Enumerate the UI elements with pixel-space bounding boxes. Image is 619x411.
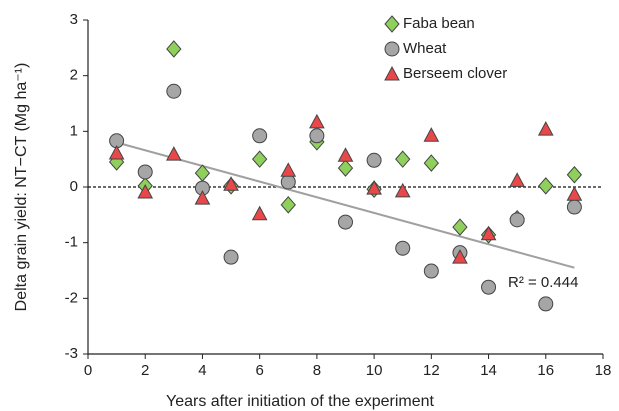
marker (394, 182, 411, 198)
legend-marker (384, 41, 400, 57)
legend-marker (384, 65, 400, 81)
marker (309, 128, 325, 144)
marker (338, 214, 353, 230)
marker (481, 279, 497, 295)
marker (509, 172, 526, 187)
marker (251, 205, 268, 221)
marker (452, 218, 468, 236)
legend-label: Wheat (403, 40, 447, 57)
x-tick-label: 0 (84, 362, 92, 379)
x-tick-label: 8 (313, 362, 321, 379)
marker (280, 162, 297, 177)
marker (538, 177, 554, 195)
marker (165, 146, 182, 161)
marker (337, 159, 354, 177)
marker (108, 144, 125, 160)
y-tick-label: 2 (70, 67, 78, 84)
annotation: R² = 0.444 (508, 274, 578, 291)
legend-label: Berseem clover (403, 65, 507, 82)
marker (252, 128, 268, 144)
marker (395, 150, 411, 168)
marker (366, 180, 382, 195)
marker (166, 40, 182, 58)
y-tick-label: 1 (70, 122, 78, 139)
trendline (116, 141, 575, 269)
marker (452, 249, 468, 264)
x-tick-label: 2 (141, 362, 149, 379)
y-tick-label: 0 (70, 178, 78, 195)
marker (537, 121, 554, 136)
x-tick-label: 16 (537, 362, 554, 379)
marker (280, 174, 296, 190)
marker (223, 249, 239, 265)
marker (337, 147, 354, 162)
x-tick-label: 4 (198, 362, 206, 379)
x-tick-label: 18 (595, 362, 612, 379)
marker (480, 225, 497, 241)
marker (423, 127, 440, 142)
marker (423, 154, 439, 172)
marker (566, 186, 583, 201)
y-axis-label: Delta grain yield: NT−CT (Mg ha⁻¹) (13, 63, 30, 312)
y-tick-label: -3 (65, 345, 78, 362)
legend-marker (384, 15, 400, 33)
y-tick-label: -2 (65, 289, 78, 306)
x-tick-label: 10 (366, 362, 383, 379)
marker (366, 152, 382, 168)
marker (252, 150, 268, 168)
marker (566, 199, 582, 215)
x-tick-label: 6 (255, 362, 263, 379)
marker (566, 165, 583, 184)
y-tick-label: -1 (65, 234, 78, 251)
legend-label: Faba bean (403, 15, 475, 32)
marker (280, 196, 296, 214)
marker (395, 240, 411, 256)
marker (137, 183, 154, 199)
marker (538, 296, 554, 312)
marker (166, 83, 182, 99)
marker (137, 164, 153, 180)
marker (423, 263, 439, 279)
y-tick-label: 3 (70, 11, 78, 28)
marker (309, 113, 325, 129)
marker (223, 176, 239, 191)
marker (509, 212, 525, 228)
x-tick-label: 14 (480, 362, 497, 379)
x-tick-label: 12 (423, 362, 440, 379)
x-axis-label: Years after initiation of the experiment (166, 393, 435, 410)
marker (194, 190, 211, 205)
